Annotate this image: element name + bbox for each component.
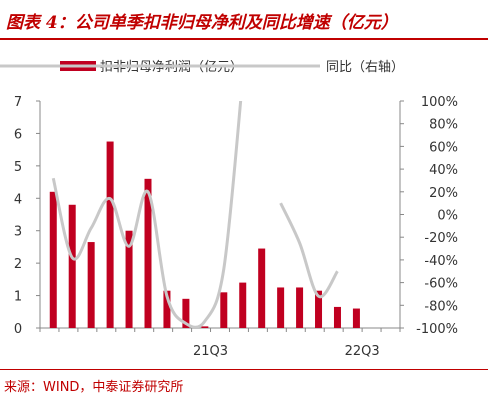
- right-axis-tick-label: 100%: [421, 95, 458, 110]
- bar-16: [333, 306, 341, 328]
- left-axis-tick-label: 5: [14, 160, 22, 175]
- right-axis-tick-label: 0%: [437, 209, 458, 224]
- figure-title: 图表 4：公司单季扣非归母净利及同比增速（亿元）: [6, 13, 398, 33]
- chart-legend: 扣非归母净利润（亿元） 同比（右轴）: [0, 60, 404, 75]
- x-axis-tick-label: 22Q3: [345, 344, 380, 359]
- title-bar: 图表 4：公司单季扣非归母净利及同比增速（亿元）: [0, 0, 488, 40]
- bar-11: [239, 282, 247, 328]
- bar-4: [106, 141, 114, 328]
- bar-15: [315, 290, 323, 328]
- yoy-line-segment-2: [279, 202, 339, 299]
- right-axis-tick-label: 60%: [429, 140, 458, 155]
- chart: 扣非归母净利润（亿元） 同比（右轴） 0 1 2 3 4 5 6 7 -100% -80% -60%…: [0, 60, 458, 359]
- tick-labels: 0 1 2 3 4 5 6 7 -100% -80% -60% -40% -20% 0% 20% 40% 60%…: [14, 95, 458, 359]
- bar-12: [258, 248, 266, 328]
- right-axis-tick-label: -20%: [424, 231, 458, 246]
- bar-5: [125, 230, 133, 328]
- bar-10: [220, 292, 228, 328]
- yoy-line-segment-1: [51, 101, 243, 328]
- right-axis-tick-label: 40%: [429, 163, 458, 178]
- bar-8: [182, 298, 190, 328]
- left-axis-tick-label: 3: [14, 225, 22, 240]
- bar-14: [296, 287, 304, 328]
- line-series: [51, 101, 339, 328]
- bar-6: [144, 178, 152, 328]
- left-axis-tick-label: 6: [14, 127, 22, 142]
- bar-2: [68, 204, 76, 328]
- bar-series: [49, 141, 360, 328]
- bar-7: [163, 290, 171, 328]
- left-axis-tick-label: 0: [14, 322, 22, 337]
- left-axis-tick-label: 7: [14, 95, 22, 110]
- bar-9: [201, 326, 209, 328]
- left-axis-tick-label: 4: [14, 192, 22, 207]
- bar-1: [49, 191, 57, 328]
- right-axis-tick-label: -100%: [416, 322, 458, 337]
- source-rule: [0, 369, 488, 370]
- right-axis-tick-label: 20%: [429, 186, 458, 201]
- right-axis-tick-label: -80%: [424, 299, 458, 314]
- right-axis-tick-label: 80%: [429, 118, 458, 133]
- source-note: 来源：WIND，中泰证券研究所: [4, 380, 184, 395]
- left-axis-tick-label: 1: [14, 290, 22, 305]
- legend-line-label: 同比（右轴）: [326, 60, 404, 75]
- bar-17: [352, 308, 360, 328]
- right-axis-tick-label: -60%: [424, 277, 458, 292]
- left-axis-tick-label: 2: [14, 257, 22, 272]
- title-rule: [0, 38, 488, 40]
- bar-13: [277, 287, 285, 328]
- x-axis-tick-label: 21Q3: [193, 344, 228, 359]
- bar-3: [87, 242, 95, 328]
- right-axis-tick-label: -40%: [424, 254, 458, 269]
